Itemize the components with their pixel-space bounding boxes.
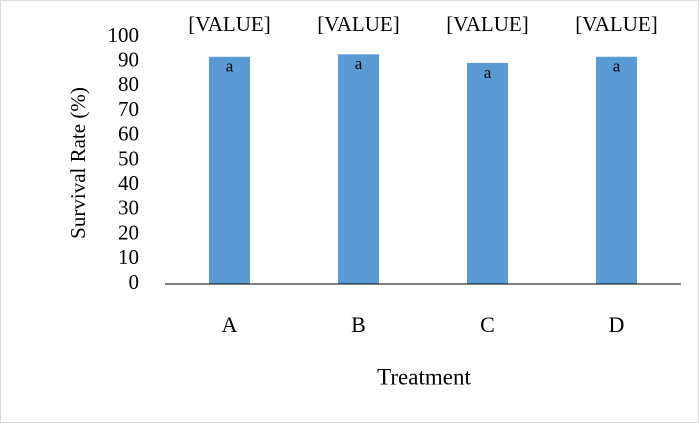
x-tick-label: D [609,312,625,337]
x-tick-label: A [222,312,238,337]
x-tick-label: B [351,312,366,337]
y-tick-label: 100 [108,23,140,47]
data-label: [VALUE] [317,12,399,36]
data-labels: [VALUE] [VALUE] [VALUE] [VALUE] [188,12,657,36]
y-tick-label: 90 [118,48,139,72]
x-axis-title: Treatment [377,364,471,389]
data-label: [VALUE] [575,12,657,36]
x-tick-label: C [480,312,495,337]
bar-A [209,56,250,285]
significance-letter: a [484,63,492,82]
bar-B [338,54,379,284]
x-axis-ticks: A B C D [222,312,625,337]
y-tick-label: 30 [118,196,139,220]
bar-D [596,56,637,285]
data-label: [VALUE] [188,12,270,36]
y-axis-title: Survival Rate (%) [66,87,90,239]
y-tick-label: 70 [118,97,139,121]
significance-letter: a [226,57,234,76]
y-tick-label: 10 [118,245,139,269]
bar-C [467,62,508,285]
y-tick-label: 80 [118,72,139,96]
y-tick-label: 60 [118,122,139,146]
significance-letter: a [355,54,363,73]
y-tick-label: 40 [118,171,139,195]
y-tick-label: 20 [118,220,139,244]
y-tick-label: 0 [129,270,140,294]
y-tick-label: 50 [118,146,139,170]
bars [209,54,637,285]
data-label: [VALUE] [446,12,528,36]
significance-letter: a [613,57,621,76]
